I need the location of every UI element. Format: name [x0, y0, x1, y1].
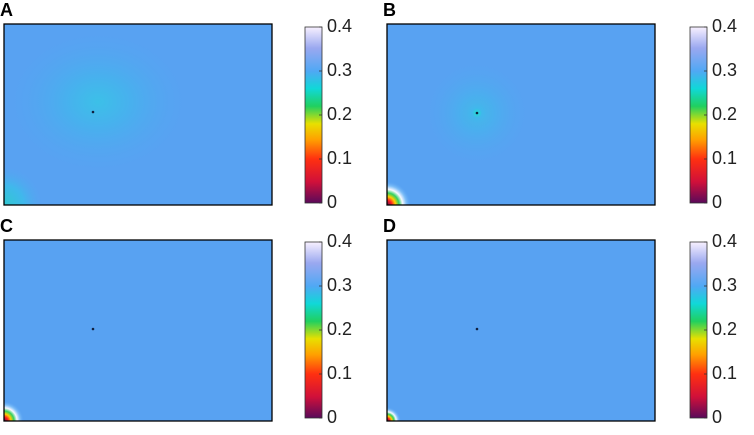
colorbar-tick-label: 0.2: [712, 319, 737, 339]
colorbar-tick-label: 0.3: [712, 275, 737, 295]
colorbar-tick-label: 0: [712, 192, 722, 212]
plot-frame: [3, 23, 273, 206]
panel-label: A: [0, 0, 13, 20]
field-point: [475, 111, 479, 115]
field-corner: [387, 181, 411, 205]
field-point: [475, 327, 479, 331]
field-region: [3, 27, 193, 177]
field: [4, 240, 272, 421]
colorbar-tick-label: 0.3: [712, 60, 737, 80]
colorbar-tick-label: 0.4: [327, 231, 352, 251]
plot-frame: [386, 23, 656, 206]
colorbar-tick-label: 0.2: [327, 104, 352, 124]
colorbar-tick-label: 0.1: [327, 148, 352, 168]
field-corner: [387, 407, 401, 421]
field-corner: [4, 165, 44, 205]
panel-label: D: [383, 216, 396, 236]
field: [387, 240, 655, 421]
field-point: [91, 327, 95, 331]
colorbar-tick-label: 0: [712, 407, 722, 427]
colorbar-tick-label: 0.1: [327, 363, 352, 383]
field-point: [91, 110, 95, 114]
colorbar-tick-label: 0.1: [712, 148, 737, 168]
field-corner: [4, 401, 24, 421]
panel-label: C: [0, 216, 13, 236]
colorbar-tick-label: 0.4: [712, 16, 737, 36]
colorbar-tick-label: 0: [327, 407, 337, 427]
colorbar-tick-label: 0.4: [712, 231, 737, 251]
plot-frame: [386, 239, 656, 422]
panel-label: B: [383, 0, 396, 20]
colorbar-tick-label: 0: [327, 192, 337, 212]
colorbar-tick-label: 0.3: [327, 275, 352, 295]
colorbar-tick-label: 0.2: [327, 319, 352, 339]
colorbar-tick-label: 0.1: [712, 363, 737, 383]
colorbar-tick-label: 0.4: [327, 16, 352, 36]
colorbar-tick-label: 0.3: [327, 60, 352, 80]
plot-frame: [3, 239, 273, 422]
colorbar-tick-label: 0.2: [712, 104, 737, 124]
